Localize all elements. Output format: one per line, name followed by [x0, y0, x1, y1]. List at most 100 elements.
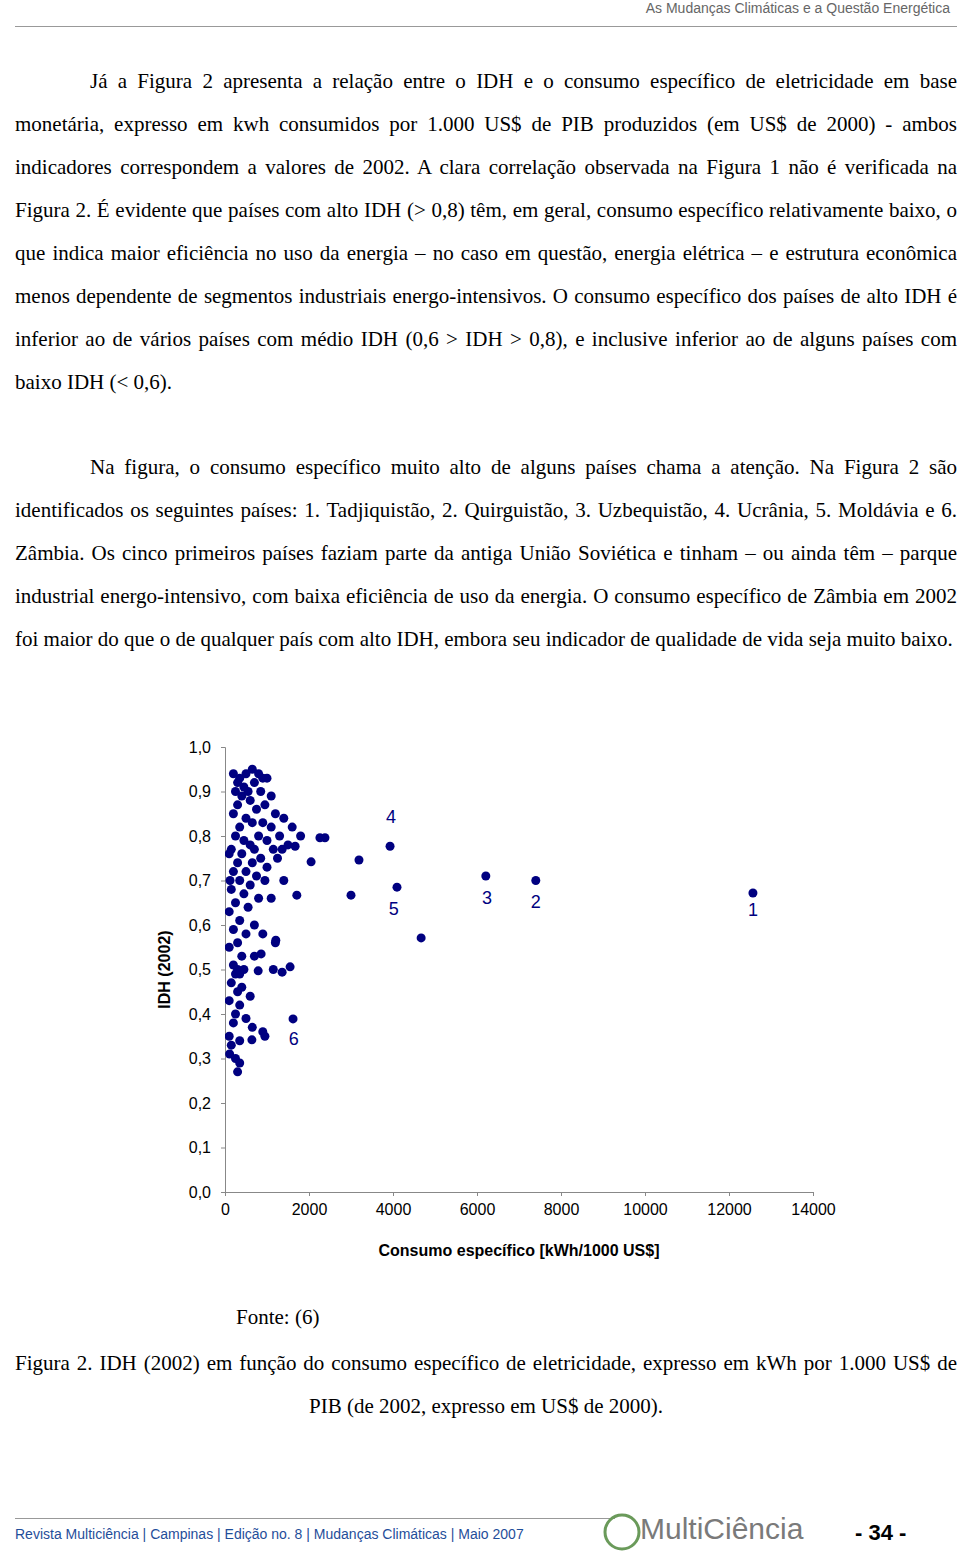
point-annotation: 3	[482, 888, 492, 908]
x-tick: 10000	[623, 1192, 668, 1218]
data-point	[386, 842, 395, 851]
data-point	[263, 836, 272, 845]
data-point	[252, 872, 261, 881]
data-point	[248, 858, 257, 867]
x-tick-label: 12000	[707, 1201, 752, 1218]
figure-source: Fonte: (6)	[236, 1305, 319, 1330]
data-point	[244, 903, 253, 912]
data-point	[284, 840, 293, 849]
data-point	[307, 857, 316, 866]
x-tick-label: 14000	[791, 1201, 836, 1218]
data-point	[235, 1058, 244, 1067]
data-point	[271, 809, 280, 818]
data-point	[225, 849, 234, 858]
data-point	[260, 800, 269, 809]
data-point	[229, 809, 238, 818]
data-point	[246, 992, 255, 1001]
y-tick-label: 0,2	[189, 1095, 211, 1112]
data-point	[235, 823, 244, 832]
x-tick-mark	[729, 1192, 730, 1196]
data-point	[748, 888, 757, 897]
x-tick: 8000	[544, 1192, 580, 1218]
y-tick: 0,6	[189, 917, 225, 934]
data-point	[233, 800, 242, 809]
x-tick-mark	[645, 1192, 646, 1196]
data-point	[260, 876, 269, 885]
data-point	[250, 952, 259, 961]
x-tick-mark	[309, 1192, 310, 1196]
data-point	[248, 1023, 257, 1032]
data-point	[233, 987, 242, 996]
x-axis-line	[226, 1193, 814, 1197]
y-tick-label: 1,0	[189, 739, 211, 756]
y-tick: 0,1	[189, 1139, 225, 1156]
data-point	[258, 929, 267, 938]
data-point	[288, 823, 297, 832]
data-point	[242, 929, 251, 938]
data-point	[239, 889, 248, 898]
y-tick-label: 0,3	[189, 1050, 211, 1067]
data-point	[269, 965, 278, 974]
data-point	[254, 966, 263, 975]
point-annotation: 4	[386, 807, 396, 827]
data-point	[225, 996, 234, 1005]
y-tick: 0,9	[189, 783, 225, 800]
point-annotation: 1	[748, 900, 758, 920]
data-point	[417, 933, 426, 942]
y-tick-label: 0,4	[189, 1006, 211, 1023]
x-tick-label: 2000	[292, 1201, 328, 1218]
data-point	[256, 787, 265, 796]
data-point	[229, 925, 238, 934]
data-point	[229, 867, 238, 876]
y-tick-label: 0,5	[189, 961, 211, 978]
data-point	[279, 876, 288, 885]
data-point	[258, 818, 267, 827]
footer-rule	[15, 1518, 615, 1519]
point-annotation: 6	[289, 1029, 299, 1049]
data-point	[250, 845, 259, 854]
data-point	[235, 1001, 244, 1010]
data-point	[246, 796, 255, 805]
y-tick-label: 0,0	[189, 1184, 211, 1201]
running-title: As Mudanças Climáticas e a Questão Energ…	[646, 0, 950, 16]
y-tick: 0,4	[189, 1006, 225, 1023]
x-tick-label: 8000	[544, 1201, 580, 1218]
data-point	[248, 818, 257, 827]
data-point	[289, 1014, 298, 1023]
data-point	[233, 938, 242, 947]
data-point	[225, 1032, 234, 1041]
paragraph: Já a Figura 2 apresenta a relação entre …	[15, 60, 957, 404]
data-point	[231, 969, 240, 978]
data-point	[481, 872, 490, 881]
x-axis: 02000400060008000100001200014000	[221, 1192, 836, 1218]
data-point	[235, 916, 244, 925]
data-point	[252, 805, 261, 814]
y-tick: 0,8	[189, 828, 225, 845]
x-tick: 4000	[376, 1192, 412, 1218]
data-point	[354, 856, 363, 865]
x-tick: 14000	[791, 1192, 836, 1218]
y-tick-mark	[221, 792, 225, 793]
data-point	[237, 952, 246, 961]
data-point	[231, 898, 240, 907]
data-point	[267, 791, 276, 800]
x-tick-label: 0	[221, 1201, 230, 1218]
data-point	[260, 1032, 269, 1041]
y-tick-label: 0,8	[189, 828, 211, 845]
page-number: - 34 -	[855, 1520, 906, 1546]
y-tick-label: 0,1	[189, 1139, 211, 1156]
header-rule	[15, 26, 957, 27]
data-point	[247, 1035, 256, 1044]
data-point	[279, 814, 288, 823]
y-tick: 0,0	[189, 1184, 225, 1201]
y-tick-mark	[221, 970, 225, 971]
y-tick: 1,0	[189, 739, 225, 756]
y-tick-mark	[221, 1059, 225, 1060]
data-point	[250, 778, 259, 787]
y-axis: 0,00,10,20,30,40,50,60,70,80,91,0	[189, 739, 226, 1201]
y-tick-mark	[221, 836, 225, 837]
x-tick-mark	[813, 1192, 814, 1196]
point-annotation: 2	[531, 892, 541, 912]
data-point	[278, 968, 287, 977]
chart-svg: 020004000600080001000012000140000,00,10,…	[0, 0, 960, 1565]
